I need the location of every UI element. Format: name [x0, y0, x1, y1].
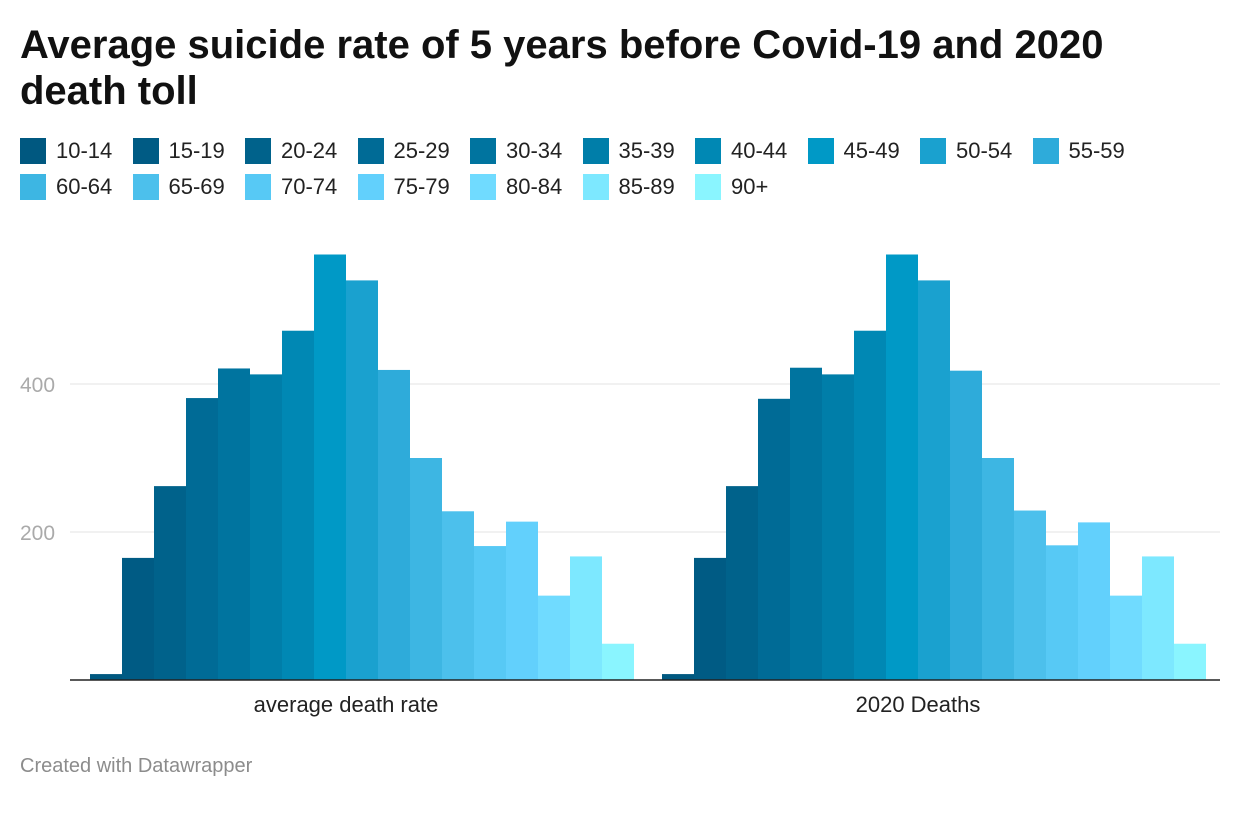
bar-10-14-1 [662, 674, 694, 680]
legend-swatch [132, 138, 159, 164]
legend-item: 35-39 [582, 138, 696, 164]
bar-65-69-0 [442, 511, 474, 680]
legend-swatch [132, 174, 159, 200]
bar-40-44-1 [854, 330, 886, 680]
legend-swatch [695, 174, 721, 200]
legend-item: 55-59 [1032, 138, 1146, 164]
bar-15-19-0 [122, 557, 154, 680]
bar-30-34-1 [790, 367, 822, 680]
legend-item: 20-24 [245, 138, 358, 164]
legend-label: 90+ [731, 174, 769, 199]
legend-swatch [357, 138, 384, 164]
legend-label: 30-34 [506, 138, 563, 163]
bar-60-64-1 [982, 458, 1014, 680]
legend-item: 80-84 [470, 174, 583, 200]
bar-75-79-0 [506, 521, 538, 680]
legend-swatch [20, 174, 46, 200]
y-tick-label: 400 [20, 374, 55, 397]
bar-25-29-1 [758, 398, 790, 680]
legend-label: 40-44 [731, 138, 788, 163]
legend-item: 70-74 [245, 174, 358, 200]
legend-label: 45-49 [843, 138, 900, 163]
bar-55-59-0 [378, 369, 410, 680]
footer-credit: Created with Datawrapper [20, 755, 253, 777]
legend-label: 80-84 [506, 174, 563, 199]
legend-swatch [695, 138, 721, 164]
legend-label: 25-29 [393, 138, 450, 163]
y-tick-label: 200 [20, 522, 55, 545]
legend-swatch [20, 138, 46, 164]
bar-90+-1 [1174, 643, 1206, 680]
x-category-label: average death rate [254, 692, 439, 717]
legend-item: 25-29 [357, 138, 471, 164]
legend-item: 90+ [695, 174, 808, 200]
bar-30-34-0 [218, 368, 250, 680]
legend-swatch [1032, 138, 1059, 164]
bar-40-44-0 [282, 330, 314, 680]
legend-label: 35-39 [618, 138, 675, 163]
bar-55-59-1 [950, 370, 982, 680]
legend-item: 40-44 [695, 138, 808, 164]
legend-swatch [245, 138, 271, 164]
bar-20-24-0 [154, 486, 186, 680]
legend-swatch [470, 174, 496, 200]
legend-swatch [357, 174, 384, 200]
bar-70-74-0 [474, 546, 506, 680]
legend-label: 85-89 [618, 174, 675, 199]
legend-swatch [470, 138, 496, 164]
legend-item: 10-14 [20, 138, 133, 164]
legend-label: 65-69 [168, 174, 225, 199]
legend-item: 15-19 [132, 138, 246, 164]
legend-label: 20-24 [281, 138, 338, 163]
bar-50-54-1 [918, 280, 950, 680]
legend-label: 55-59 [1068, 138, 1125, 163]
legend-item: 45-49 [807, 138, 921, 164]
legend-label: 10-14 [56, 138, 113, 163]
legend: 10-14 15-19 20-24 25-29 30-34 35-39 40-44 45-49… [20, 138, 1220, 200]
bar-20-24-1 [726, 486, 758, 680]
bar-65-69-1 [1014, 510, 1046, 680]
legend-item: 65-69 [132, 174, 246, 200]
legend-label: 60-64 [56, 174, 113, 199]
bar-50-54-0 [346, 280, 378, 680]
legend-item: 75-79 [357, 174, 471, 200]
bar-60-64-0 [410, 458, 442, 680]
bar-35-39-0 [250, 374, 282, 680]
bar-80-84-1 [1110, 595, 1142, 680]
legend-label: 70-74 [281, 174, 338, 199]
bar-15-19-1 [694, 557, 726, 680]
bar-10-14-0 [90, 674, 122, 680]
bar-85-89-1 [1142, 556, 1174, 680]
legend-item: 50-54 [920, 138, 1033, 164]
bar-85-89-0 [570, 556, 602, 680]
legend-item: 60-64 [20, 174, 133, 200]
legend-label: 15-19 [168, 138, 225, 163]
legend-label: 75-79 [393, 174, 450, 199]
legend-label: 50-54 [956, 138, 1013, 163]
legend-swatch [807, 138, 834, 164]
legend-item: 85-89 [582, 174, 696, 200]
legend-swatch [582, 138, 609, 164]
legend-swatch [920, 138, 946, 164]
legend-swatch [245, 174, 271, 200]
legend-item: 30-34 [470, 138, 583, 164]
bar-75-79-1 [1078, 522, 1110, 680]
bar-70-74-1 [1046, 545, 1078, 680]
bar-25-29-0 [186, 398, 218, 680]
x-category-label: 2020 Deaths [856, 692, 981, 717]
bar-80-84-0 [538, 595, 570, 680]
chart-title: Average suicide rate of 5 years before C… [20, 23, 1104, 113]
bar-35-39-1 [822, 374, 854, 680]
bar-45-49-1 [886, 254, 918, 680]
bar-90+-0 [602, 643, 634, 680]
bar-45-49-0 [314, 254, 346, 680]
legend-swatch [582, 174, 609, 200]
